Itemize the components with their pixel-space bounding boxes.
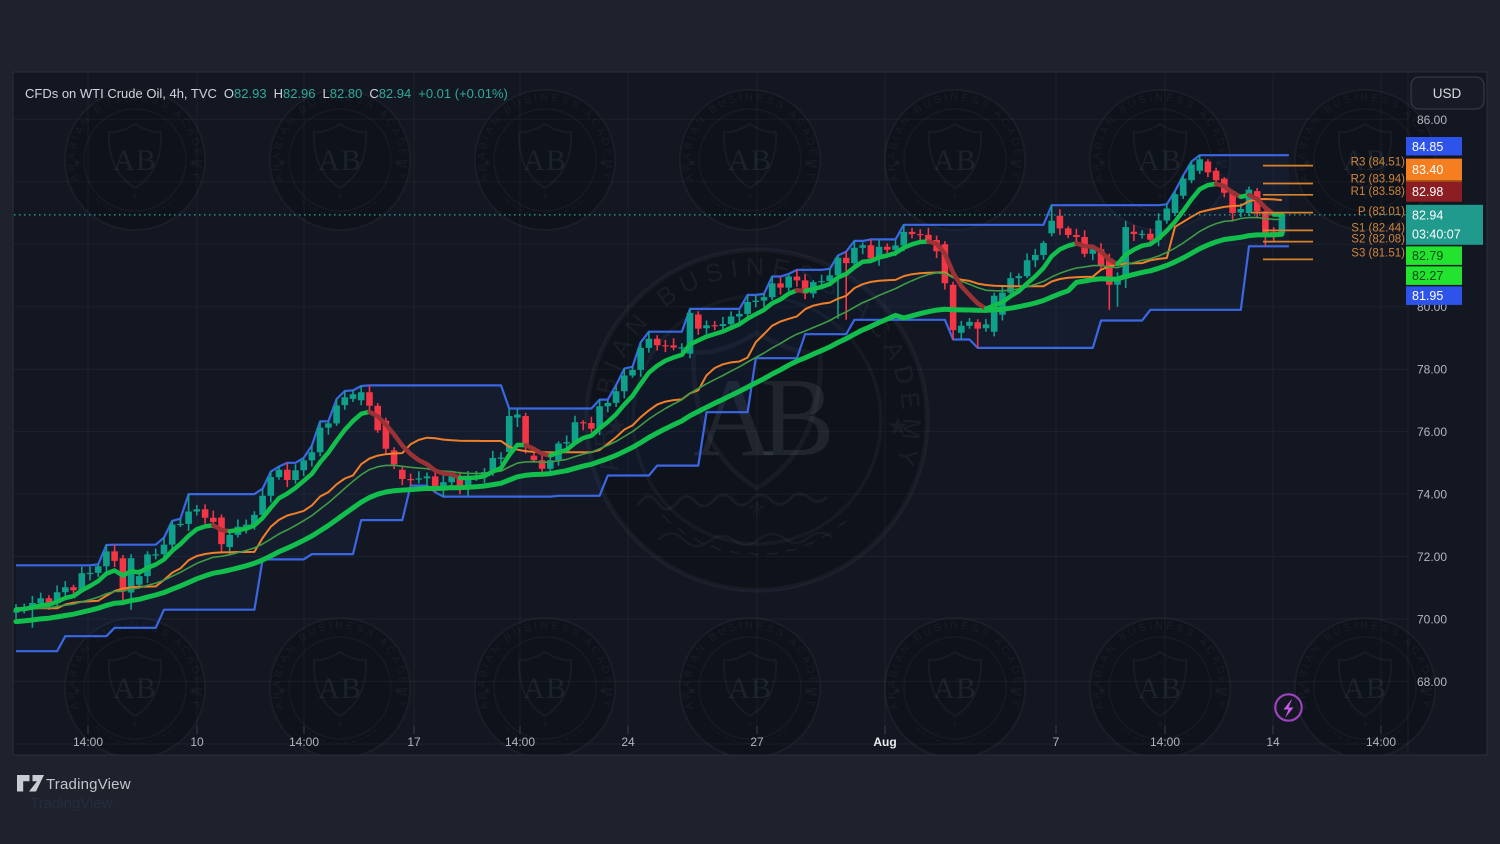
svg-text:24: 24 [621,735,635,749]
svg-text:81.95: 81.95 [1412,289,1443,303]
svg-text:14:00: 14:00 [73,735,103,749]
svg-text:72.00: 72.00 [1417,550,1447,564]
svg-text:76.00: 76.00 [1417,425,1447,439]
svg-text:TradingView: TradingView [46,776,131,793]
svg-text:AB: AB [1138,672,1182,705]
svg-text:14:00: 14:00 [289,735,319,749]
svg-text:TradingView: TradingView [30,795,113,812]
svg-text:AB: AB [318,672,362,705]
svg-text:AB: AB [1343,672,1387,705]
svg-text:P (83.01): P (83.01) [1358,206,1405,218]
svg-text:AB: AB [728,672,772,705]
svg-text:14:00: 14:00 [505,735,535,749]
svg-text:14:00: 14:00 [1150,735,1180,749]
svg-text:86.00: 86.00 [1417,113,1447,127]
svg-text:R1 (83.58): R1 (83.58) [1351,186,1406,198]
svg-text:AB: AB [1343,144,1387,177]
svg-text:7: 7 [1053,735,1060,749]
svg-text:S2 (82.08): S2 (82.08) [1351,234,1405,246]
svg-text:10: 10 [190,735,204,749]
svg-text:78.00: 78.00 [1417,363,1447,377]
svg-text:AB: AB [1138,144,1182,177]
svg-text:03:40:07: 03:40:07 [1412,228,1461,242]
svg-text:17: 17 [407,735,421,749]
svg-text:AB: AB [523,144,567,177]
svg-text:AB: AB [113,144,157,177]
svg-text:82.98: 82.98 [1412,185,1443,199]
svg-text:82.79: 82.79 [1412,249,1443,263]
svg-text:AB: AB [523,672,567,705]
svg-text:84.85: 84.85 [1412,140,1443,154]
svg-text:74.00: 74.00 [1417,488,1447,502]
svg-text:AB: AB [933,144,977,177]
svg-text:AB: AB [113,672,157,705]
svg-text:S3 (81.51): S3 (81.51) [1351,247,1405,259]
svg-text:USD: USD [1433,86,1462,101]
svg-text:27: 27 [750,735,764,749]
svg-text:R2 (83.94): R2 (83.94) [1351,174,1406,186]
svg-text:Aug: Aug [873,735,896,749]
svg-text:S1 (82.44): S1 (82.44) [1351,223,1405,235]
svg-text:AB: AB [933,672,977,705]
svg-text:AB: AB [728,144,772,177]
svg-text:14:00: 14:00 [1366,735,1396,749]
svg-text:82.94: 82.94 [1412,209,1443,223]
svg-text:AB: AB [318,144,362,177]
svg-text:68.00: 68.00 [1417,675,1447,689]
svg-text:82.27: 82.27 [1412,269,1443,283]
svg-text:83.40: 83.40 [1412,163,1443,177]
svg-text:CFDs on WTI Crude Oil, 4h, TVC: CFDs on WTI Crude Oil, 4h, TVC O82.93 H82.… [25,86,508,101]
svg-text:70.00: 70.00 [1417,613,1447,627]
svg-text:14: 14 [1266,735,1280,749]
svg-text:R3 (84.51): R3 (84.51) [1351,157,1406,169]
